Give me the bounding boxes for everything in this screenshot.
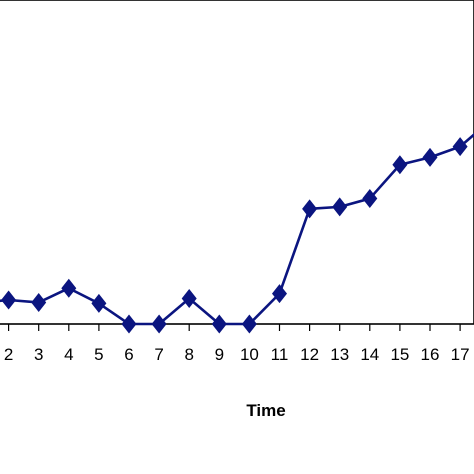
data-point-6 [121,314,137,334]
data-point-15 [392,155,408,175]
data-point-3 [31,292,47,312]
series-segment-17-18 [458,132,474,148]
x-tick-label-9: 9 [215,345,224,364]
series-segment-8-9 [187,297,221,326]
x-tick-label-6: 6 [124,345,133,364]
series-segment-7-8 [157,297,191,326]
data-point-7 [151,314,167,334]
series-markers [1,137,468,334]
x-tick-label-7: 7 [154,345,163,364]
x-tick-label-16: 16 [421,345,440,364]
x-tick-label-12: 12 [300,345,319,364]
data-point-8 [181,289,197,309]
series-segment-5-6 [97,302,131,326]
data-point-13 [332,197,348,217]
data-point-2 [1,290,17,310]
series-segment-14-15 [368,163,402,200]
data-point-5 [91,293,107,313]
x-tick-label-17: 17 [451,345,470,364]
x-tick-label-2: 2 [4,345,13,364]
data-point-17 [452,137,468,157]
x-tick-label-11: 11 [271,345,289,364]
x-tick-label-4: 4 [64,345,73,364]
x-tick-label-8: 8 [184,345,193,364]
data-point-11 [272,284,287,304]
x-tick-label-14: 14 [360,345,379,364]
data-point-10 [241,314,257,334]
x-axis-title: Time [246,401,285,420]
series-segment-11-12 [278,207,311,295]
data-point-12 [302,199,318,219]
x-tick-label-5: 5 [94,345,103,364]
x-tick-label-10: 10 [240,345,259,364]
data-point-9 [211,314,227,334]
x-tick-labels: 123456789101112131415161718 [4,345,470,364]
x-tick-label-13: 13 [330,345,349,364]
data-point-16 [422,147,438,167]
series-segment-10-11 [248,292,281,326]
data-point-4 [61,278,77,298]
x-tick-label-3: 3 [34,345,43,364]
data-point-14 [362,189,378,209]
x-tick-label-15: 15 [390,345,409,364]
